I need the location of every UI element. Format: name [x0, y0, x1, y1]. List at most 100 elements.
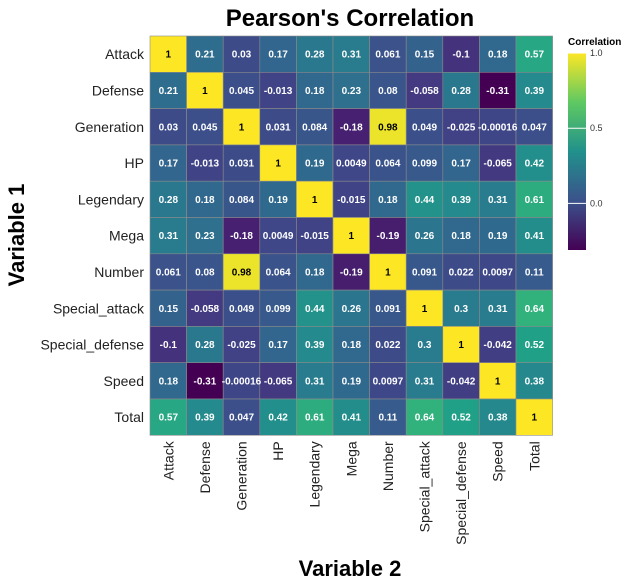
heatmap-cell — [296, 398, 334, 436]
heatmap-cell-label: 1 — [166, 50, 172, 61]
heatmap-cell — [222, 180, 261, 218]
heatmap-cell-label: 0.17 — [268, 50, 288, 61]
legend-tick-label: 0.0 — [590, 198, 603, 208]
heatmap-cell-label: 0.31 — [488, 304, 508, 315]
heatmap-cell — [296, 180, 334, 218]
heatmap-cell — [296, 108, 334, 146]
heatmap-cell — [479, 35, 517, 73]
heatmap-cell-label: 0.38 — [525, 376, 545, 387]
heatmap-cell-label: 0.64 — [525, 304, 545, 315]
heatmap-cell-label: 0.26 — [415, 231, 435, 242]
heatmap-cell-label: -0.065 — [264, 376, 293, 387]
heatmap-cell — [405, 326, 444, 363]
heatmap-cell — [259, 144, 297, 182]
heatmap-cell-label: 0.047 — [229, 413, 254, 424]
x-tick-label: Total — [526, 441, 542, 471]
heatmap-cell-label: 0.28 — [159, 195, 179, 206]
heatmap-cell — [332, 217, 370, 255]
heatmap-cell — [479, 326, 517, 363]
heatmap-cell-label: 0.42 — [525, 159, 545, 170]
heatmap-cell-label: 0.19 — [305, 159, 325, 170]
heatmap-cell-label: 0.39 — [525, 86, 545, 97]
y-tick-label: Defense — [92, 82, 144, 98]
heatmap-cell-label: 0.39 — [195, 413, 215, 424]
heatmap-cell — [332, 72, 370, 109]
heatmap-cell — [222, 362, 261, 400]
heatmap-cell-label: -0.18 — [340, 122, 363, 133]
color-legend: Correlation 0.0 0.5 1.0 — [568, 37, 621, 250]
heatmap-cell — [332, 398, 370, 436]
heatmap-cell-label: 0.23 — [195, 231, 215, 242]
heatmap-cell-label: 0.41 — [342, 413, 362, 424]
heatmap-cell-label: 0.17 — [159, 159, 179, 170]
heatmap-cell-label: 1 — [312, 195, 318, 206]
heatmap-cell — [332, 362, 370, 400]
heatmap-cell — [186, 253, 224, 291]
heatmap-cell-label: 0.98 — [378, 122, 398, 133]
heatmap-cell — [515, 398, 553, 436]
heatmap-cell — [369, 289, 407, 327]
heatmap-cell-label: -0.31 — [194, 376, 217, 387]
heatmap-cell — [222, 326, 261, 363]
heatmap-cell-label: 0.064 — [375, 159, 400, 170]
heatmap-cell-label: -0.058 — [191, 304, 220, 315]
heatmap-cell-label: -0.31 — [486, 86, 509, 97]
y-tick-label: Special_defense — [40, 337, 144, 353]
heatmap-cell-label: 0.18 — [342, 340, 362, 351]
x-tick-label: HP — [270, 441, 286, 460]
heatmap-cell — [369, 253, 407, 291]
heatmap-cell-label: 0.31 — [342, 50, 362, 61]
heatmap-cell-label: 0.031 — [229, 159, 254, 170]
heatmap-cells — [149, 35, 553, 436]
heatmap-cell — [442, 144, 480, 182]
heatmap-cell-label: 0.3 — [454, 304, 468, 315]
heatmap-cell-label: 0.19 — [268, 195, 288, 206]
heatmap-cell-label: 0.98 — [232, 267, 252, 278]
heatmap-cell — [515, 253, 553, 291]
heatmap-cell — [332, 289, 370, 327]
heatmap-cell — [442, 72, 480, 109]
heatmap-cell — [515, 108, 553, 146]
heatmap-cell — [222, 144, 261, 182]
heatmap-cell-label: 0.099 — [412, 159, 437, 170]
heatmap-cell-label: 0.031 — [266, 122, 291, 133]
heatmap-cell-label: 0.39 — [451, 195, 471, 206]
heatmap-cell — [442, 398, 480, 436]
heatmap-cell — [442, 362, 480, 400]
x-axis-tick-labels: Attack Defense Generation HP Legendary Mega Nu… — [160, 440, 542, 545]
heatmap-cell-label: 0.022 — [449, 267, 474, 278]
heatmap-cell-label: 0.0097 — [373, 376, 404, 387]
heatmap-cell-label: -0.19 — [377, 231, 400, 242]
heatmap-cell — [515, 180, 553, 218]
heatmap-cell-label: 0.28 — [451, 86, 471, 97]
x-tick-label: Special_defense — [453, 441, 469, 545]
legend-tick-label: 1.0 — [590, 48, 603, 58]
heatmap-cell — [405, 398, 444, 436]
heatmap-cell-label: 0.099 — [266, 304, 291, 315]
heatmap-cell — [296, 289, 334, 327]
heatmap-cell — [515, 289, 553, 327]
heatmap-cell-label: -0.18 — [230, 231, 253, 242]
heatmap-cell-label: 0.57 — [159, 413, 179, 424]
y-tick-label: Number — [94, 264, 144, 280]
x-tick-label: Special_attack — [417, 440, 433, 532]
heatmap-cell — [479, 144, 517, 182]
heatmap-cell-label: 0.31 — [488, 195, 508, 206]
heatmap-cell-label: 0.11 — [525, 267, 544, 278]
heatmap-cell — [515, 144, 553, 182]
x-tick-label: Defense — [197, 441, 213, 493]
heatmap-cell-label: 0.18 — [488, 50, 508, 61]
heatmap-cell-label: 0.18 — [378, 195, 398, 206]
y-tick-label: Legendary — [78, 191, 144, 207]
heatmap-cell-label: 0.18 — [305, 86, 325, 97]
heatmap-cell-label: 0.41 — [525, 231, 545, 242]
heatmap-cell-label: 0.18 — [195, 195, 215, 206]
heatmap-cell — [479, 72, 517, 109]
heatmap-cell — [186, 35, 224, 73]
heatmap-cell — [442, 217, 480, 255]
heatmap-cell — [149, 108, 187, 146]
heatmap-cell — [259, 253, 297, 291]
heatmap-cell-label: 0.15 — [159, 304, 179, 315]
heatmap-cell — [332, 108, 370, 146]
heatmap-cell-label: 0.18 — [451, 231, 471, 242]
